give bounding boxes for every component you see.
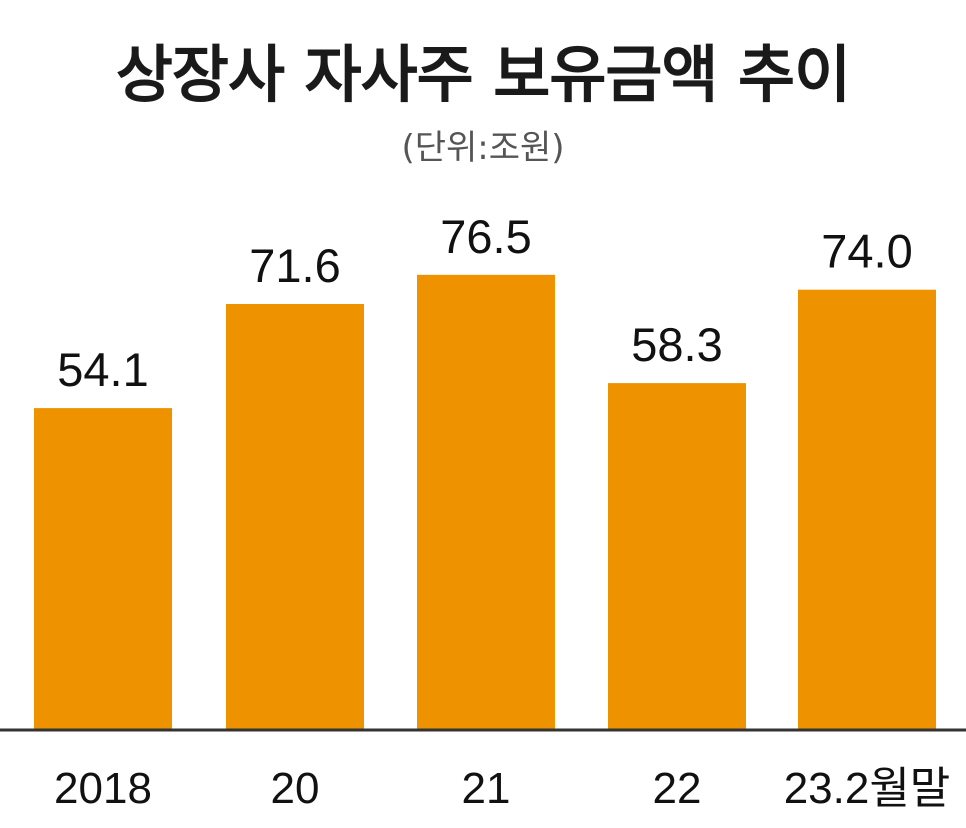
bar-21 [417,274,555,730]
value-label-21: 76.5 [440,210,531,263]
value-label-23.2월말: 74.0 [821,225,912,278]
x-tick-label-2018: 2018 [54,764,152,813]
x-tick-label-22: 22 [653,764,702,813]
bars-layer [34,274,936,730]
value-label-22: 58.3 [631,318,722,371]
x-tick-label-20: 20 [271,764,320,813]
chart-unit-label: (단위:조원) [401,128,565,168]
x-tick-label-23.2월말: 23.2월말 [784,764,951,813]
value-label-20: 71.6 [249,239,340,292]
bar-2018 [34,408,172,730]
labels-layer: 54.1 2018 71.6 20 76.5 21 58.3 22 74.0 23.2월말 [54,210,950,813]
chart-title: 상장사 자사주 보유금액 추이 [115,38,851,111]
bar-23.2월말 [798,289,936,730]
x-tick-label-21: 21 [462,764,511,813]
bar-22 [608,383,746,730]
bar-20 [226,303,364,730]
value-label-2018: 54.1 [57,343,148,396]
